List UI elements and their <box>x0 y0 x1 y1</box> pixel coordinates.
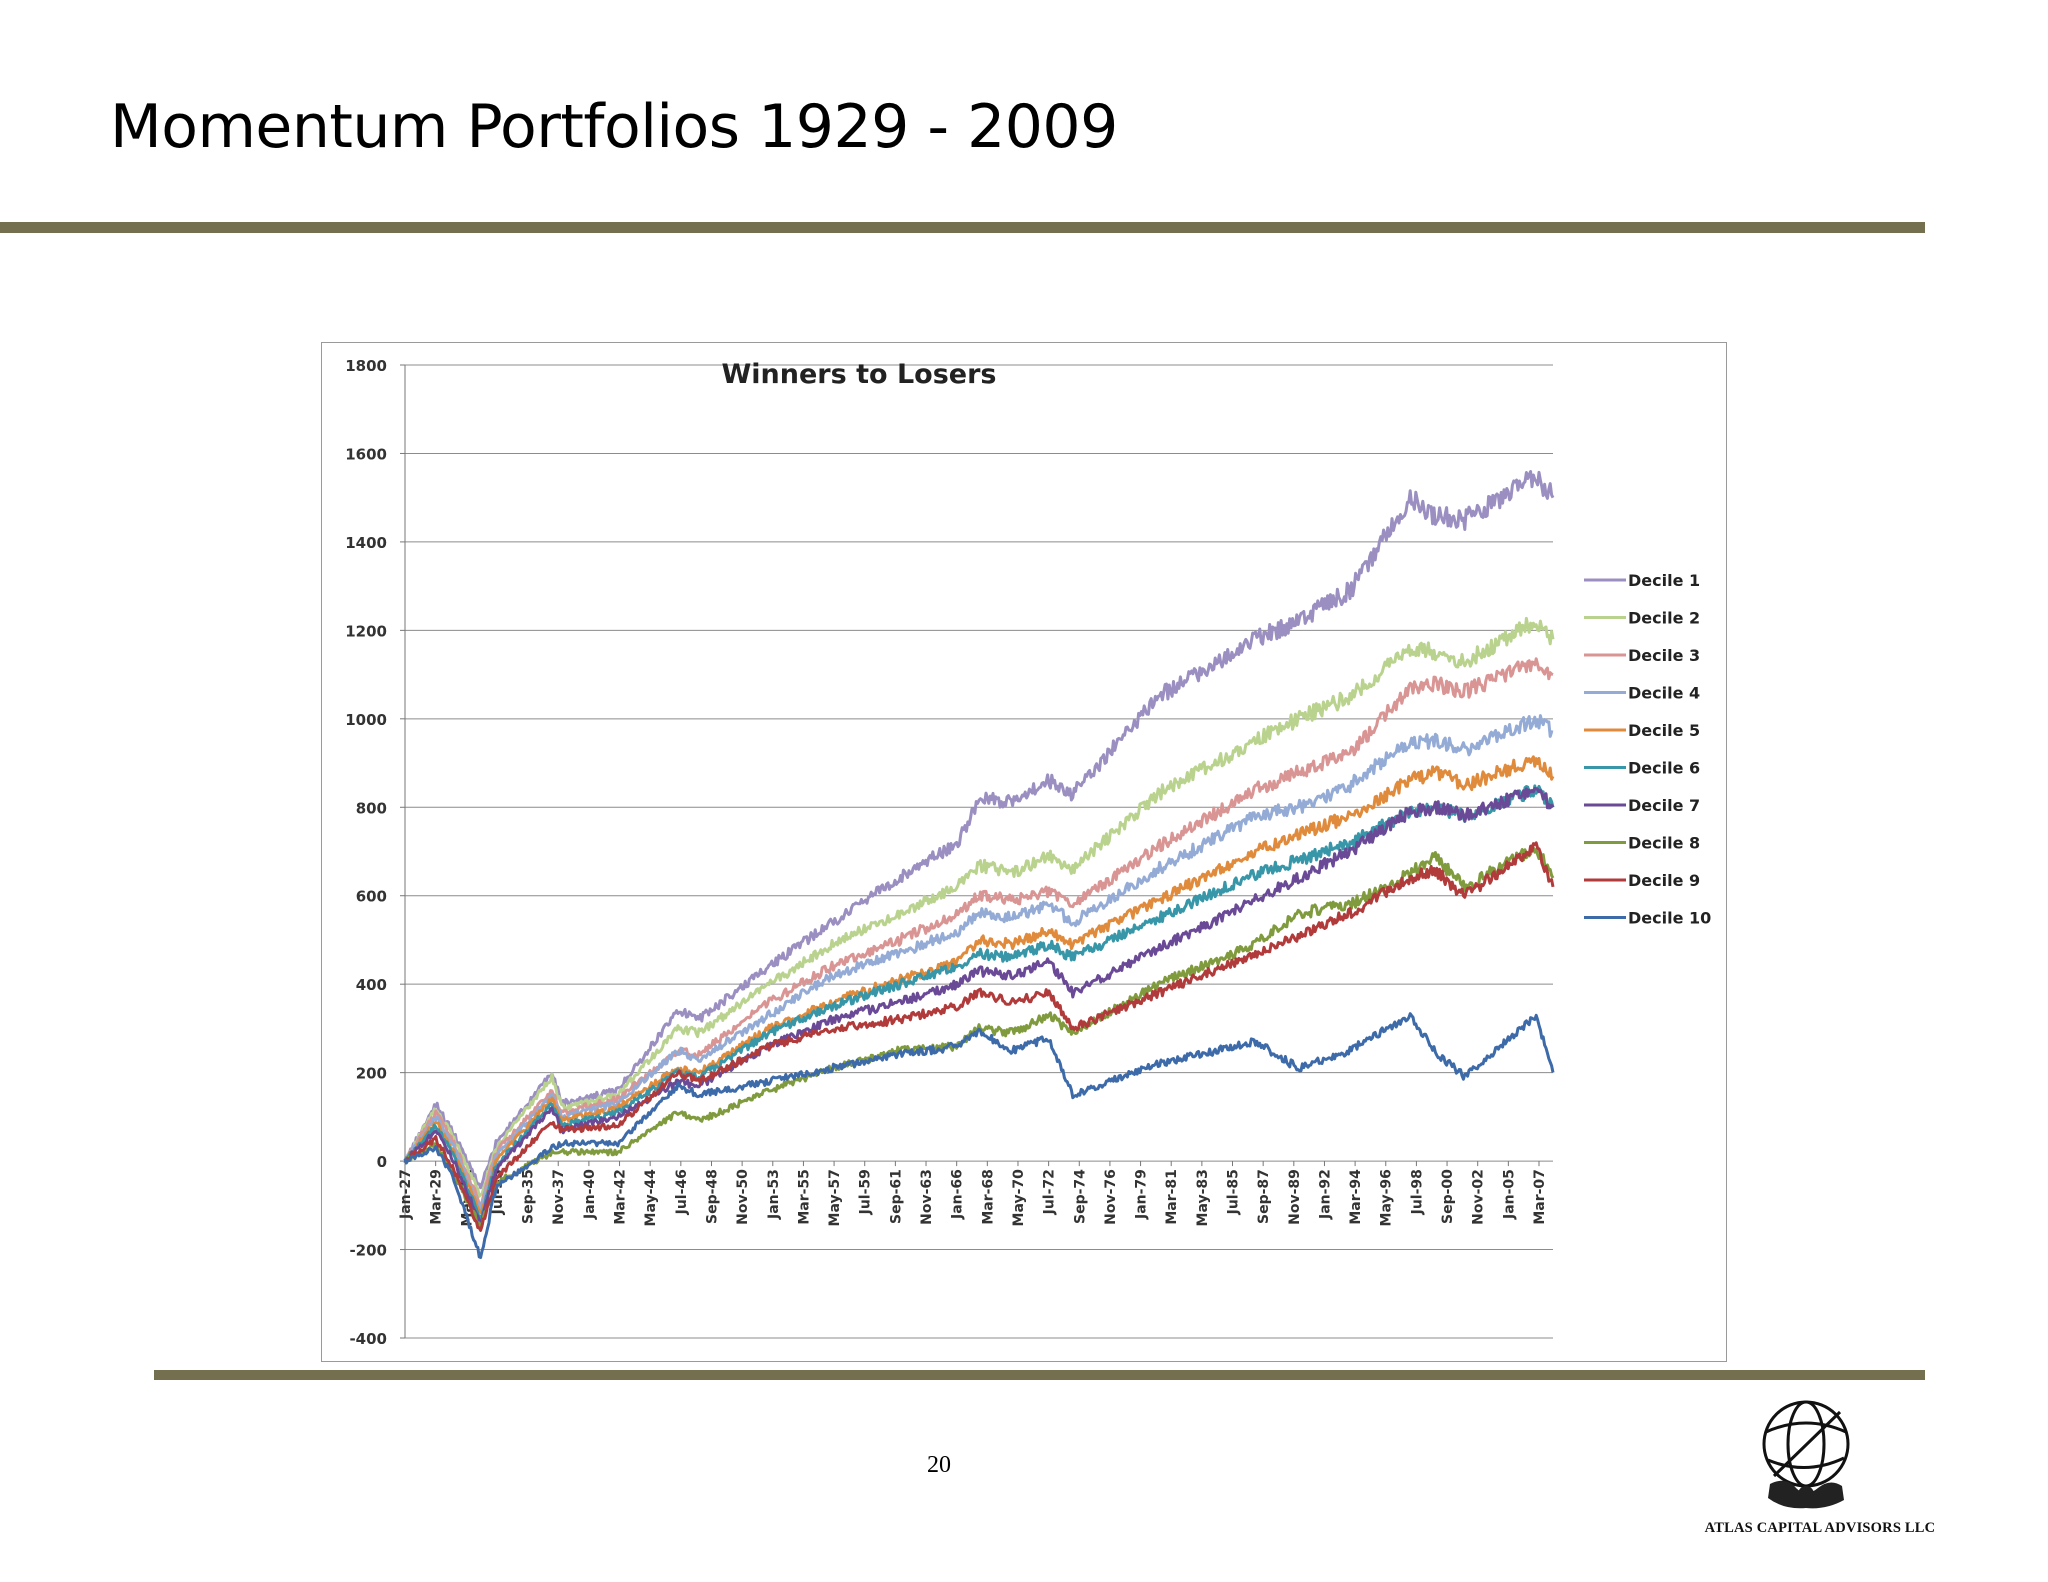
legend-label: Decile 1 <box>1628 571 1700 590</box>
legend-label: Decile 3 <box>1628 646 1700 665</box>
x-tick-label: Jul-85 <box>1226 1169 1242 1215</box>
slide-title: Momentum Portfolios 1929 - 2009 <box>110 92 1118 162</box>
y-tick-label: 1400 <box>345 534 387 552</box>
x-tick-label: Mar-29 <box>429 1169 445 1225</box>
y-tick-label: 0 <box>377 1153 387 1171</box>
x-tick-label: Nov-50 <box>735 1169 751 1225</box>
x-tick-label: Sep-48 <box>704 1169 720 1224</box>
x-tick-label: Mar-55 <box>796 1169 812 1225</box>
x-tick-label: May-96 <box>1379 1169 1395 1226</box>
winners-to-losers-chart: -400 -200 0 200 400 600 800 1000 1200 1400 1600 180… <box>345 357 1711 1348</box>
x-tick-label: May-83 <box>1195 1169 1211 1226</box>
y-tick-label: 1000 <box>345 711 387 729</box>
x-tick-label: Nov-02 <box>1471 1169 1487 1225</box>
x-tick-label: Mar-07 <box>1532 1169 1548 1225</box>
legend-label: Decile 2 <box>1628 609 1700 628</box>
x-tick-label: Mar-42 <box>613 1169 629 1225</box>
chart-frame: -400 -200 0 200 400 600 800 1000 1200 1400 1600 180… <box>321 342 1727 1362</box>
x-tick-label: Mar-81 <box>1164 1169 1180 1225</box>
company-name: ATLAS CAPITAL ADVISORS LLC <box>1704 1520 1936 1536</box>
x-tick-label: Sep-61 <box>888 1169 904 1224</box>
legend-label: Decile 4 <box>1628 684 1700 703</box>
legend-label: Decile 7 <box>1628 796 1700 815</box>
x-tick-label: Mar-94 <box>1348 1169 1364 1225</box>
x-tick-label: Jan-92 <box>1317 1169 1333 1220</box>
y-tick-label: 200 <box>356 1065 387 1083</box>
x-tick-label: Jul-98 <box>1409 1169 1425 1215</box>
legend-label: Decile 10 <box>1628 909 1711 928</box>
bottom-divider-rule <box>154 1370 1925 1380</box>
series-line-decile-9 <box>404 841 1555 1232</box>
series-line-decile-5 <box>403 755 1555 1214</box>
x-tick-label: Nov-76 <box>1103 1169 1119 1225</box>
x-tick-label: Jan-79 <box>1134 1169 1150 1220</box>
atlas-globe-logo-icon <box>1762 1400 1850 1509</box>
y-tick-label: 1800 <box>345 357 387 375</box>
x-tick-label: Jan-05 <box>1501 1169 1517 1220</box>
x-tick-label: Mar-68 <box>980 1169 996 1225</box>
x-tick-label: Jan-40 <box>582 1169 598 1220</box>
series-line-decile-2 <box>403 616 1555 1198</box>
series-line-decile-8 <box>403 844 1555 1231</box>
y-tick-label: 800 <box>356 799 387 817</box>
series-line-decile-3 <box>403 657 1554 1209</box>
x-tick-label: Jul-59 <box>858 1169 874 1215</box>
chart-title: Winners to Losers <box>722 359 997 390</box>
series-line-decile-10 <box>403 1012 1555 1259</box>
series-line-decile-6 <box>403 784 1555 1220</box>
x-tick-label: May-44 <box>643 1169 659 1227</box>
x-tick-label: Jul-46 <box>674 1169 690 1215</box>
x-tick-label: Sep-74 <box>1072 1169 1088 1224</box>
y-tick-label: 1600 <box>345 445 387 463</box>
y-tick-label: 400 <box>356 976 387 994</box>
y-tick-label: 600 <box>356 888 387 906</box>
x-tick-label: Nov-37 <box>551 1169 567 1225</box>
x-tick-label: Nov-63 <box>919 1169 935 1225</box>
series-line-decile-4 <box>403 714 1554 1211</box>
x-tick-label: May-70 <box>1011 1169 1027 1227</box>
legend-label: Decile 5 <box>1628 721 1700 740</box>
legend-label: Decile 8 <box>1628 834 1700 853</box>
y-tick-label: -200 <box>349 1242 387 1260</box>
x-tick-label: Sep-87 <box>1256 1169 1272 1224</box>
series-line-decile-7 <box>403 786 1555 1224</box>
y-tick-label: 1200 <box>345 622 387 640</box>
legend-label: Decile 6 <box>1628 759 1700 778</box>
page-number: 20 <box>927 1452 951 1478</box>
legend-label: Decile 9 <box>1628 871 1700 890</box>
x-tick-label: Jan-66 <box>950 1169 966 1220</box>
x-tick-label: Jul-72 <box>1042 1169 1058 1215</box>
x-tick-label: May-57 <box>827 1169 843 1226</box>
series-line-decile-1 <box>403 470 1555 1190</box>
x-tick-label: Sep-35 <box>521 1169 537 1224</box>
x-tick-label: Jan-53 <box>766 1169 782 1220</box>
x-tick-label: Jan-27 <box>398 1169 414 1220</box>
top-divider-rule <box>0 222 1925 233</box>
x-tick-label: Nov-89 <box>1287 1169 1303 1225</box>
y-tick-label: -400 <box>349 1330 387 1348</box>
x-tick-label: Sep-00 <box>1440 1169 1456 1224</box>
